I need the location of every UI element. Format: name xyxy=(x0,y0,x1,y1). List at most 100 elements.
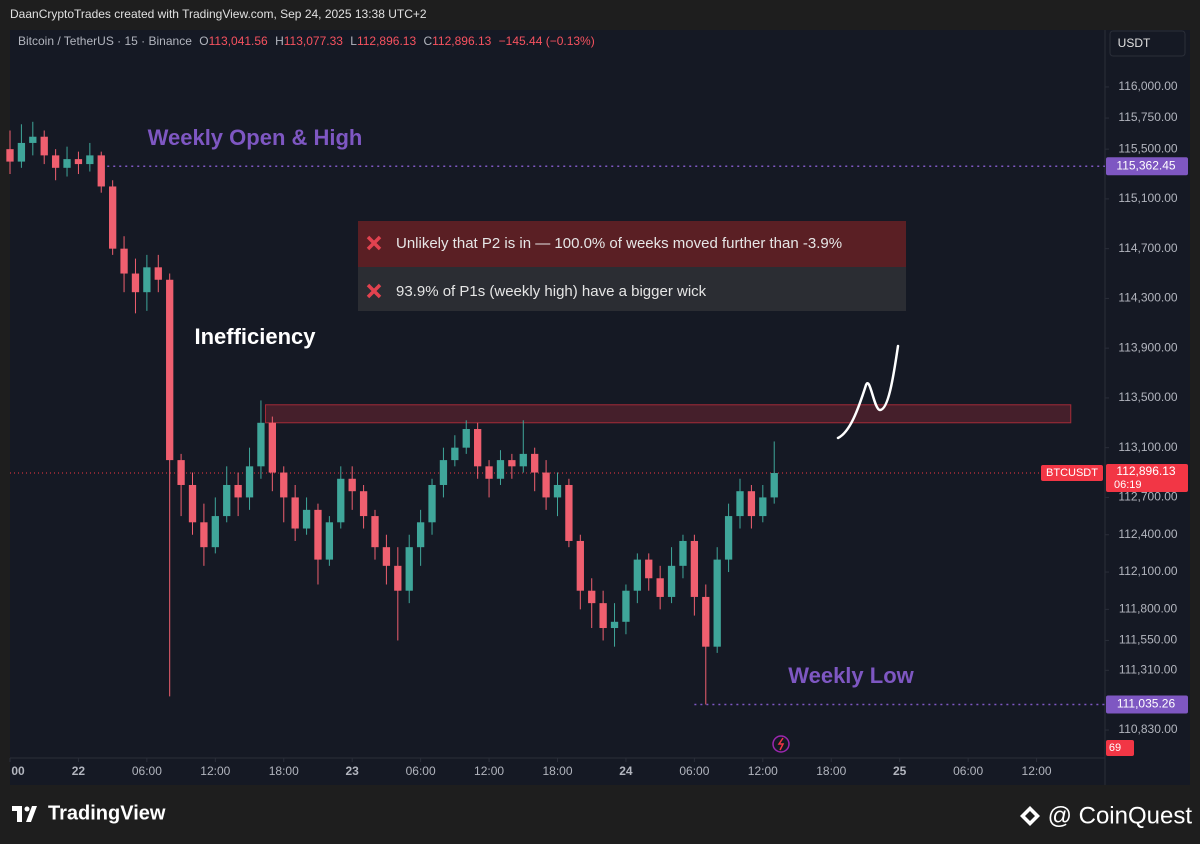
currency[interactable]: USDT xyxy=(1118,36,1151,50)
candle-body xyxy=(416,522,425,548)
candle-body xyxy=(724,516,733,560)
price-label: 111,035.26 xyxy=(1117,697,1176,711)
candle-body xyxy=(679,540,687,566)
price-label: 115,362.45 xyxy=(1116,158,1175,172)
x-tick-label: 24 xyxy=(619,764,633,778)
candle-body xyxy=(86,155,94,165)
candle-body xyxy=(109,186,117,249)
x-tick-label: 18:00 xyxy=(542,764,572,778)
candle-body xyxy=(51,155,60,168)
ohlc-value: 112,896.13 xyxy=(357,34,416,48)
candle-body xyxy=(656,578,664,597)
y-tick-label: 112,700.00 xyxy=(1118,490,1177,504)
x-tick-label: 18:00 xyxy=(816,764,846,778)
candle-body xyxy=(291,497,299,529)
volume-label: 69 xyxy=(1109,742,1121,754)
candle-body xyxy=(371,516,379,548)
candle-body xyxy=(245,466,254,498)
candle-body xyxy=(382,547,391,566)
volume-label-box xyxy=(1106,740,1134,756)
currency-box[interactable] xyxy=(1109,30,1186,57)
candle-body xyxy=(759,497,767,517)
x-tick-label: 12:00 xyxy=(748,764,778,778)
candle-body xyxy=(131,273,140,293)
candle-body xyxy=(451,447,459,461)
x-tick-label: 12:00 xyxy=(200,764,230,778)
candle-body xyxy=(736,491,744,517)
y-tick-label: 113,900.00 xyxy=(1118,340,1177,354)
ohlc-value: 112,896.13 xyxy=(432,34,491,48)
candle-body xyxy=(622,590,630,622)
annotation: Weekly Low xyxy=(788,663,914,688)
candle-body xyxy=(188,484,197,523)
candle-body xyxy=(588,590,596,604)
candle-body xyxy=(667,565,676,597)
candle-body xyxy=(713,559,721,647)
countdown: 06:19 xyxy=(1114,479,1142,491)
x-tick-label: 25 xyxy=(893,764,907,778)
candle-body xyxy=(496,460,505,479)
info-row xyxy=(358,221,906,267)
candle-body xyxy=(143,267,151,293)
candle-body xyxy=(268,422,276,473)
candle-body xyxy=(97,155,105,187)
y-tick-label: 113,500.00 xyxy=(1118,390,1177,404)
info-text: 93.9% of P1s (weekly high) have a bigger… xyxy=(396,283,707,300)
ohlc-key: H xyxy=(275,34,284,48)
candle-body xyxy=(439,460,448,485)
ohlc-key: L xyxy=(350,34,357,48)
candle-body xyxy=(485,466,493,479)
ohlc-value: 113,077.33 xyxy=(284,34,343,48)
candle-body xyxy=(302,509,311,529)
candle-body xyxy=(325,522,334,560)
candle-body xyxy=(576,540,584,591)
ohlc-key: C xyxy=(423,34,432,48)
candle-body xyxy=(702,596,710,647)
y-tick-label: 111,800.00 xyxy=(1119,602,1178,616)
candle-body xyxy=(223,484,231,517)
candle-body xyxy=(474,429,482,467)
candle-body xyxy=(29,136,37,143)
symbol-label: BTCUSDT xyxy=(1046,467,1098,479)
alert-icon xyxy=(772,735,790,753)
x-tick-label: 12:00 xyxy=(474,764,504,778)
y-tick-label: 115,100.00 xyxy=(1118,191,1177,205)
price-label-box xyxy=(1106,464,1188,493)
x-tick-label: 00 xyxy=(11,764,25,778)
credit: DaanCryptoTrades created with TradingVie… xyxy=(10,7,427,21)
x-tick-label: 06:00 xyxy=(132,764,162,778)
candle-body xyxy=(359,491,368,517)
symbol: Bitcoin / TetherUS · 15 · Binance xyxy=(18,34,192,48)
info-text: Unlikely that P2 is in — 100.0% of weeks… xyxy=(396,235,842,252)
annotation: Inefficiency xyxy=(194,324,316,349)
cross-icon xyxy=(366,235,382,299)
candle-body xyxy=(234,484,242,498)
candle-body xyxy=(747,491,756,517)
candle-body xyxy=(154,267,162,280)
candle-body xyxy=(565,484,573,541)
y-tick-label: 114,300.00 xyxy=(1118,291,1177,305)
candle-body xyxy=(348,478,356,492)
x-tick-label: 18:00 xyxy=(269,764,299,778)
legend: Bitcoin / TetherUS · 15 · Binance O 113,0… xyxy=(18,34,595,48)
candle-body xyxy=(599,603,607,629)
y-tick-label: 115,500.00 xyxy=(1118,141,1177,155)
ohlc-key: O xyxy=(199,34,208,48)
candle-body xyxy=(645,559,653,579)
candle-body xyxy=(770,473,778,498)
candle-body xyxy=(257,422,265,467)
brand: TradingView xyxy=(48,802,166,824)
chart-panel xyxy=(10,30,1190,785)
y-tick-label: 114,700.00 xyxy=(1118,241,1177,255)
candle-body xyxy=(633,559,641,591)
price-label: 112,896.13 xyxy=(1116,464,1175,478)
candle-body xyxy=(542,472,550,498)
candle-body xyxy=(40,136,48,156)
y-tick-label: 113,100.00 xyxy=(1118,440,1177,454)
candle-body xyxy=(553,484,562,498)
x-tick-label: 06:00 xyxy=(406,764,436,778)
y-tick-label: 112,100.00 xyxy=(1118,564,1177,578)
zone xyxy=(265,404,1072,424)
x-tick-label: 06:00 xyxy=(953,764,983,778)
